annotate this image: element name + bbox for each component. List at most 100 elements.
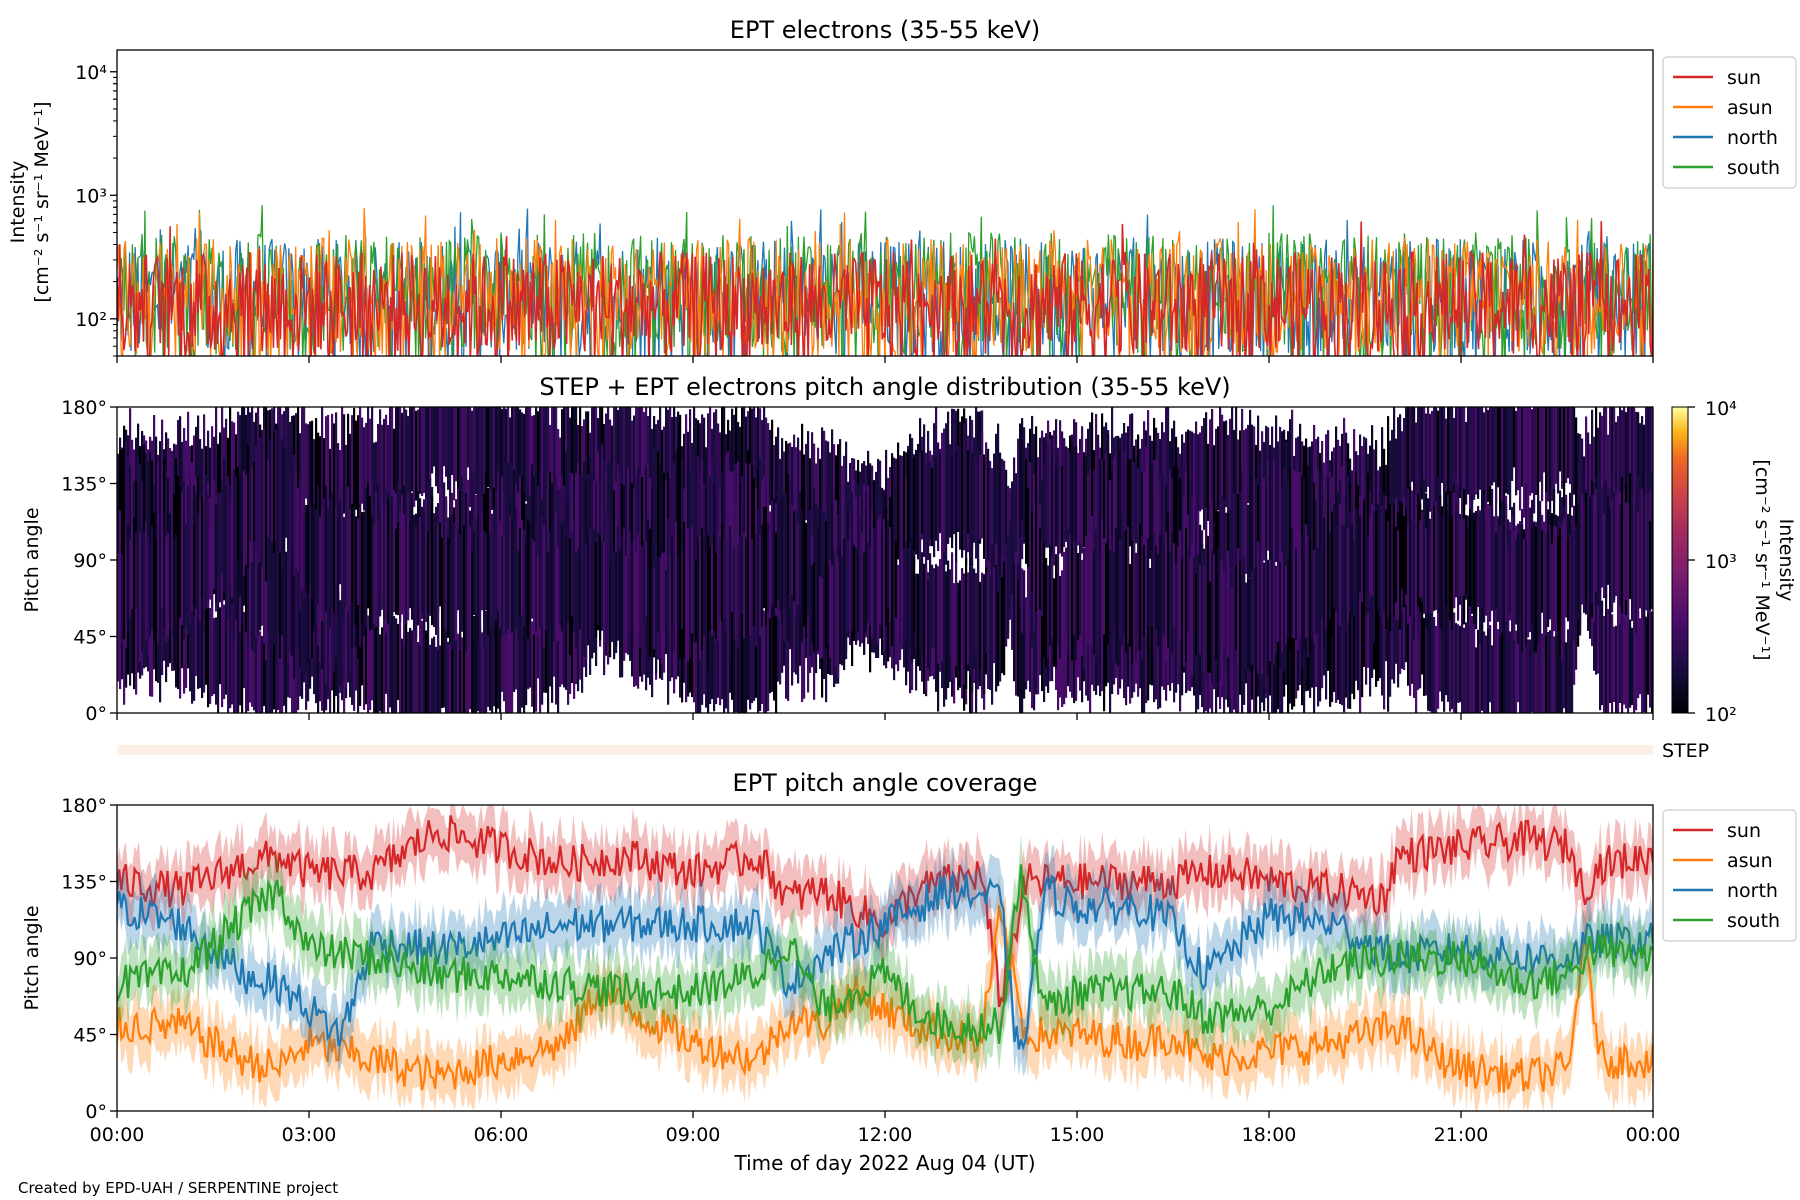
pad-cell <box>897 476 900 560</box>
pad-cell <box>705 450 708 586</box>
pad-cell <box>629 484 632 563</box>
pad-cell <box>301 500 304 591</box>
pad-cell <box>1627 503 1630 622</box>
pad-cell <box>473 615 476 713</box>
pad-cell <box>427 531 430 613</box>
pad-cell <box>451 514 454 650</box>
coverage-line-south <box>117 864 1653 1049</box>
pad-cell <box>1415 422 1418 501</box>
pad-cell <box>969 420 972 552</box>
pad-cell <box>823 512 826 588</box>
pad-cell <box>655 424 658 511</box>
pad-cell <box>1133 533 1136 659</box>
pad-cell <box>1299 607 1302 685</box>
pad-cell <box>1527 554 1530 638</box>
pad-cell <box>1467 407 1470 495</box>
pad-cell <box>1215 560 1218 659</box>
pad-cell <box>359 502 362 590</box>
pad-cell <box>281 518 284 636</box>
pad-cell <box>1127 458 1130 563</box>
intensity-ylabel: Intensity [cm⁻² s⁻¹ sr⁻¹ MeV⁻¹] <box>7 101 53 302</box>
pad-cell <box>343 578 346 682</box>
pad-cell <box>373 442 376 518</box>
pad-cell <box>1117 543 1120 667</box>
pad-cell <box>365 422 368 539</box>
pad-cell <box>645 541 648 617</box>
pad-cell <box>129 539 132 619</box>
pad-cell <box>155 491 158 578</box>
pad-cell <box>1403 516 1406 608</box>
pad-cell <box>429 540 432 616</box>
pad-cell <box>1033 592 1036 711</box>
pad-cell <box>565 451 568 579</box>
pad-cell <box>265 445 268 581</box>
pad-cell <box>731 534 734 613</box>
pad-cell <box>513 608 516 692</box>
pad-cell <box>501 535 504 637</box>
pad-cell <box>997 591 1000 687</box>
legend-label-sun: sun <box>1727 67 1761 89</box>
pad-cell <box>1623 521 1626 617</box>
pad-cell <box>303 407 306 536</box>
pad-cell <box>527 602 530 690</box>
pad-cell <box>539 602 542 713</box>
pad-cell <box>1461 490 1464 609</box>
pad-cell <box>441 621 444 709</box>
pad-cell <box>577 547 580 630</box>
pad-cell <box>633 542 636 622</box>
pad-cell <box>1425 413 1428 493</box>
pad-cell <box>709 546 712 631</box>
pad-cell <box>255 527 258 638</box>
pad-cell <box>991 468 994 545</box>
pad-cell <box>225 603 228 695</box>
pad-cell <box>923 424 926 557</box>
pad-cell <box>835 547 838 667</box>
pad-cell <box>291 463 294 558</box>
pad-cell <box>501 476 504 594</box>
pad-cell <box>599 478 602 591</box>
pad-cell <box>263 613 266 706</box>
pad-cell <box>713 482 716 571</box>
pad-cell <box>681 459 684 576</box>
pad-cell <box>1393 407 1396 529</box>
pad-cell <box>1445 608 1448 696</box>
pad-cell <box>755 606 758 698</box>
pad-cell <box>1035 426 1038 557</box>
pad-cell <box>573 407 576 531</box>
coverage-panel: EPT pitch angle coverage Pitch angle 0°4… <box>21 769 1797 1175</box>
pad-cell <box>921 450 924 534</box>
pad-cell <box>149 543 152 637</box>
pad-cell <box>517 616 520 713</box>
pad-cell <box>149 584 152 697</box>
pad-cell <box>817 526 820 651</box>
pad-cell <box>1387 521 1390 618</box>
pad-cell <box>1347 528 1350 623</box>
pad-cell <box>1411 518 1414 629</box>
pad-cell <box>589 528 592 641</box>
pad-cell <box>1411 581 1414 684</box>
pad-cell <box>1229 508 1232 612</box>
pad-cell <box>857 554 860 633</box>
pad-cell <box>709 579 712 704</box>
pad-cell <box>133 517 136 644</box>
pad-cell <box>695 581 698 713</box>
pad-cell <box>341 407 344 538</box>
pad-cell <box>1477 629 1480 713</box>
pad-cell <box>307 505 310 594</box>
pad-cell <box>607 514 610 642</box>
pad-cell <box>639 516 642 648</box>
pad-cell <box>335 580 338 658</box>
pad-cell <box>1131 540 1134 665</box>
pad-cell <box>903 451 906 554</box>
pad-cell <box>237 411 240 522</box>
pad-cell <box>617 464 620 570</box>
pad-cell <box>1321 463 1324 557</box>
pad-frame <box>116 406 1654 714</box>
pad-cell <box>723 598 726 713</box>
pad-cell <box>295 470 298 569</box>
pad-cell <box>1529 522 1532 633</box>
pad-cell <box>329 497 332 627</box>
pad-cell <box>1459 625 1462 703</box>
pad-cell <box>1221 414 1224 536</box>
pad-cell <box>657 451 660 578</box>
